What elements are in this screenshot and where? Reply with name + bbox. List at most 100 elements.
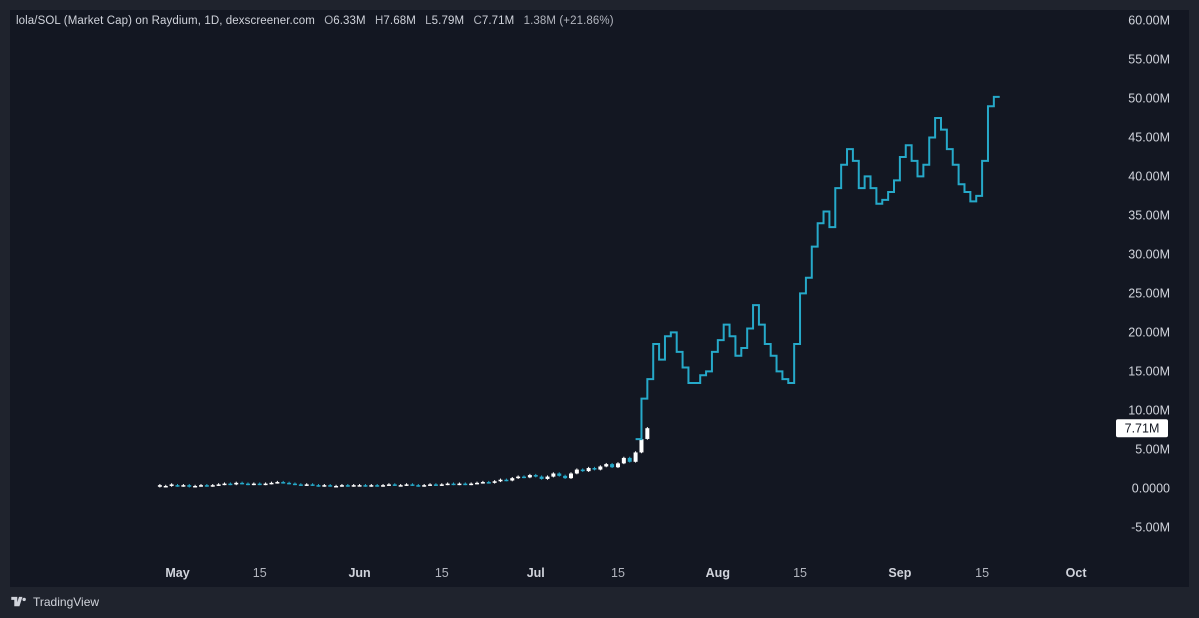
y-tick-label: -5.00M — [1131, 520, 1170, 534]
candle-body — [234, 482, 239, 485]
candles — [157, 427, 650, 488]
candle-body — [516, 476, 521, 479]
open-label: O — [324, 15, 334, 27]
candle-body — [433, 484, 438, 486]
candle-body — [480, 482, 485, 484]
x-tick-label: Jun — [348, 566, 370, 580]
candle-body — [357, 485, 362, 487]
candle-body — [551, 473, 556, 477]
candle-body — [498, 479, 503, 482]
candle-body — [310, 484, 315, 486]
candle-body — [522, 476, 527, 479]
y-tick-label: 45.00M — [1128, 130, 1170, 144]
time-axis: May 15 Jun 15 Jul 15 Aug 15 Sep 15 Oct — [165, 566, 1087, 580]
candle-body — [240, 482, 245, 485]
candle-body — [410, 484, 415, 486]
candle-body — [222, 483, 227, 486]
y-tick-label: 60.00M — [1128, 14, 1170, 28]
candle-body — [639, 439, 644, 453]
candle-body — [539, 476, 544, 479]
candle-body — [351, 485, 356, 487]
candle-body — [334, 485, 339, 488]
y-tick-label: 35.00M — [1128, 208, 1170, 222]
candle-body — [298, 484, 303, 486]
y-tick-label: 5.00M — [1135, 442, 1170, 456]
candle-body — [322, 485, 327, 487]
candle-body — [615, 463, 620, 468]
candle-body — [545, 476, 550, 479]
candle-body — [187, 485, 192, 487]
candle-body — [163, 485, 168, 488]
candle-body — [275, 482, 280, 484]
candle-body — [175, 485, 180, 487]
candle-body — [445, 483, 450, 486]
candle-body — [181, 485, 186, 487]
candle-body — [345, 485, 350, 487]
y-tick-label: 55.00M — [1128, 52, 1170, 66]
candle-body — [228, 483, 233, 486]
time-axis-background — [10, 557, 1189, 587]
x-tick-label: Sep — [888, 566, 911, 580]
candle-body — [363, 485, 368, 487]
candle-body — [287, 482, 292, 485]
candle-body — [398, 485, 403, 487]
candle-body — [257, 483, 262, 486]
candle-body — [304, 484, 309, 486]
candle-body — [381, 485, 386, 487]
candle-body — [422, 485, 427, 487]
open-value: 6.33M — [333, 15, 366, 27]
price-axis-background — [1098, 10, 1189, 557]
candle-body — [527, 475, 532, 478]
candle-body — [504, 479, 509, 482]
candle-body — [292, 483, 297, 486]
tradingview-logo-icon[interactable] — [10, 596, 28, 608]
high-label: H — [375, 15, 384, 27]
candle-body — [486, 482, 491, 484]
candle-body — [574, 469, 579, 474]
candle-body — [633, 452, 638, 462]
x-tick-label: 15 — [975, 566, 989, 580]
y-tick-label: 40.00M — [1128, 169, 1170, 183]
candle-body — [475, 482, 480, 485]
x-tick-label: Aug — [706, 566, 730, 580]
candle-body — [416, 485, 421, 487]
x-tick-label: Jul — [527, 566, 545, 580]
candle-body — [568, 473, 573, 479]
brand-label[interactable]: TradingView — [33, 595, 100, 609]
last-price-label: 7.71M — [1125, 422, 1160, 436]
candle-body — [281, 482, 286, 484]
candle-body — [563, 475, 568, 479]
candle-body — [621, 457, 626, 464]
candle-body — [269, 482, 274, 485]
candle-body — [627, 457, 632, 462]
candle-body — [198, 485, 203, 487]
candle-body — [457, 483, 462, 486]
candle-body — [469, 483, 474, 486]
x-tick-label: 15 — [435, 566, 449, 580]
candle-body — [392, 484, 397, 486]
candle-body — [369, 485, 374, 487]
x-tick-label: 15 — [253, 566, 267, 580]
candle-body — [492, 481, 497, 483]
candle-body — [557, 473, 562, 476]
candle-body — [463, 483, 468, 486]
last-price-marker: 7.71M — [1116, 419, 1168, 438]
y-tick-label: 15.00M — [1128, 364, 1170, 378]
candle-body — [598, 466, 603, 470]
candle-body — [592, 468, 597, 470]
candle-body — [216, 484, 221, 486]
candle-body — [204, 485, 209, 487]
candle-body — [339, 485, 344, 487]
candle-body — [328, 485, 333, 487]
x-tick-label: 15 — [611, 566, 625, 580]
change-value: 1.38M (+21.86%) — [523, 15, 614, 27]
y-tick-label: 50.00M — [1128, 91, 1170, 105]
y-tick-label: 0.0000 — [1132, 481, 1170, 495]
chart-header: lola/SOL (Market Cap) on Raydium, 1D, de… — [16, 15, 614, 27]
x-tick-label: Oct — [1066, 566, 1088, 580]
x-tick-label: 15 — [793, 566, 807, 580]
y-tick-label: 10.00M — [1128, 403, 1170, 417]
candle-body — [428, 484, 433, 486]
candle-body — [210, 485, 215, 487]
